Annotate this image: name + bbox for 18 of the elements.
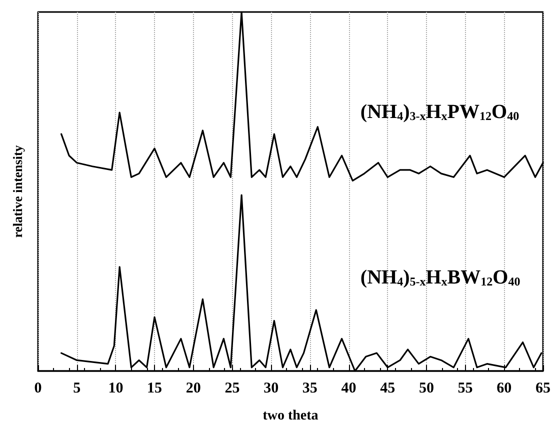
x-tick-label: 50 <box>418 380 434 396</box>
x-tick-label: 35 <box>302 380 318 396</box>
text: (NH4)5-xHxBW12O40 <box>360 266 520 288</box>
x-axis-title: two theta <box>262 408 318 424</box>
x-tick-label: 40 <box>341 380 356 396</box>
x-tick-label: 5 <box>73 380 81 396</box>
x-tick-label: 55 <box>458 380 473 396</box>
x-tick-label: 0 <box>34 380 42 396</box>
x-tick-label: 10 <box>108 380 124 396</box>
x-tick-label: 15 <box>147 380 162 396</box>
x-tick-label: 45 <box>380 380 396 396</box>
text: (NH4)3-xHxPW12O40 <box>360 101 520 124</box>
x-tick-label: 65 <box>536 380 550 396</box>
x-tick-label: 20 <box>186 380 201 396</box>
x-tick-label: 25 <box>224 380 240 396</box>
x-tick-label: 60 <box>496 380 512 396</box>
y-axis-title: relative intensity <box>10 144 25 238</box>
x-tick-label: 30 <box>264 380 279 396</box>
